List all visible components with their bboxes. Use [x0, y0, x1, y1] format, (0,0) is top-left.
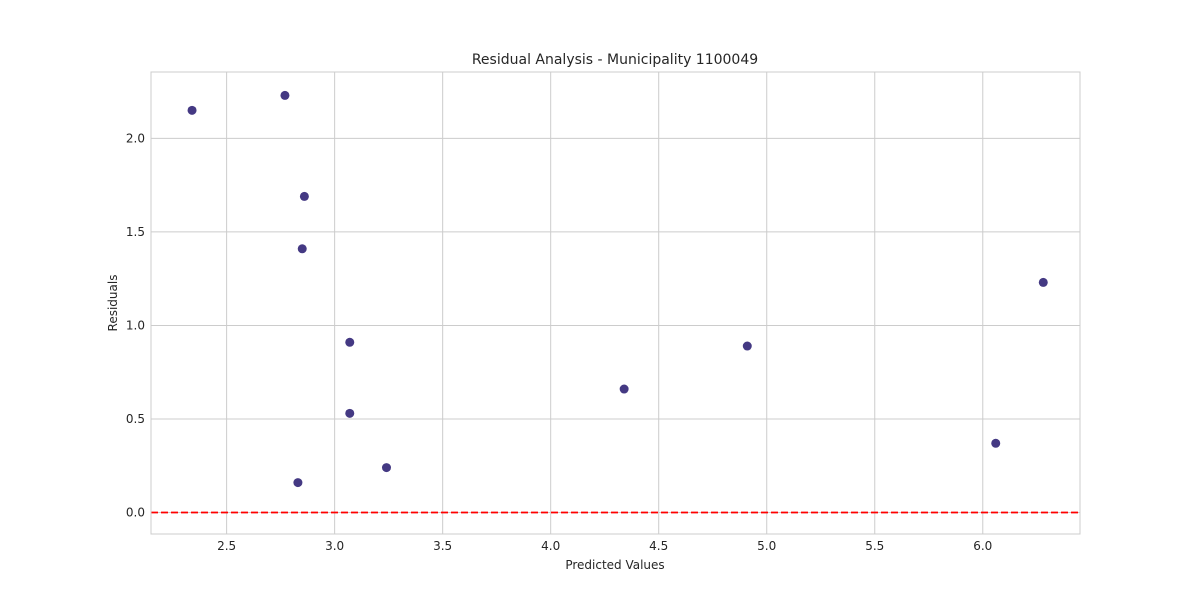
- x-tick-label: 3.0: [325, 539, 344, 553]
- x-axis-label: Predicted Values: [565, 558, 664, 572]
- x-tick-label: 2.5: [217, 539, 236, 553]
- x-tick-label: 4.0: [541, 539, 560, 553]
- scatter-point: [742, 341, 752, 351]
- scatter-point: [345, 408, 355, 418]
- grid-lines: [151, 72, 1080, 534]
- scatter-point: [345, 337, 355, 347]
- chart-title: Residual Analysis - Municipality 1100049: [472, 52, 758, 68]
- x-tick-label: 6.0: [973, 539, 992, 553]
- y-tick-label: 0.5: [126, 412, 145, 426]
- x-tick-labels: 2.5 3.0 3.5 4.0 4.5 5.0 5.5 6.0: [217, 539, 992, 553]
- y-tick-labels: 0.0 0.5 1.0 1.5 2.0: [126, 131, 145, 519]
- data-points: [187, 90, 1048, 488]
- scatter-point: [1038, 277, 1048, 287]
- x-tick-label: 3.5: [433, 539, 452, 553]
- scatter-point: [187, 105, 197, 115]
- y-tick-label: 0.0: [126, 505, 145, 519]
- scatter-point: [299, 191, 309, 201]
- x-tick-label: 4.5: [649, 539, 668, 553]
- scatter-point: [991, 438, 1001, 448]
- y-tick-label: 2.0: [126, 131, 145, 145]
- scatter-point: [280, 90, 290, 100]
- scatter-point: [297, 244, 307, 254]
- scatter-point: [619, 384, 629, 394]
- x-tick-label: 5.0: [757, 539, 776, 553]
- y-tick-label: 1.0: [126, 318, 145, 332]
- y-tick-label: 1.5: [126, 225, 145, 239]
- scatter-point: [381, 463, 391, 473]
- x-tick-label: 5.5: [865, 539, 884, 553]
- y-axis-label: Residuals: [106, 275, 120, 332]
- scatter-point: [293, 478, 303, 488]
- plot-frame: [150, 71, 1081, 535]
